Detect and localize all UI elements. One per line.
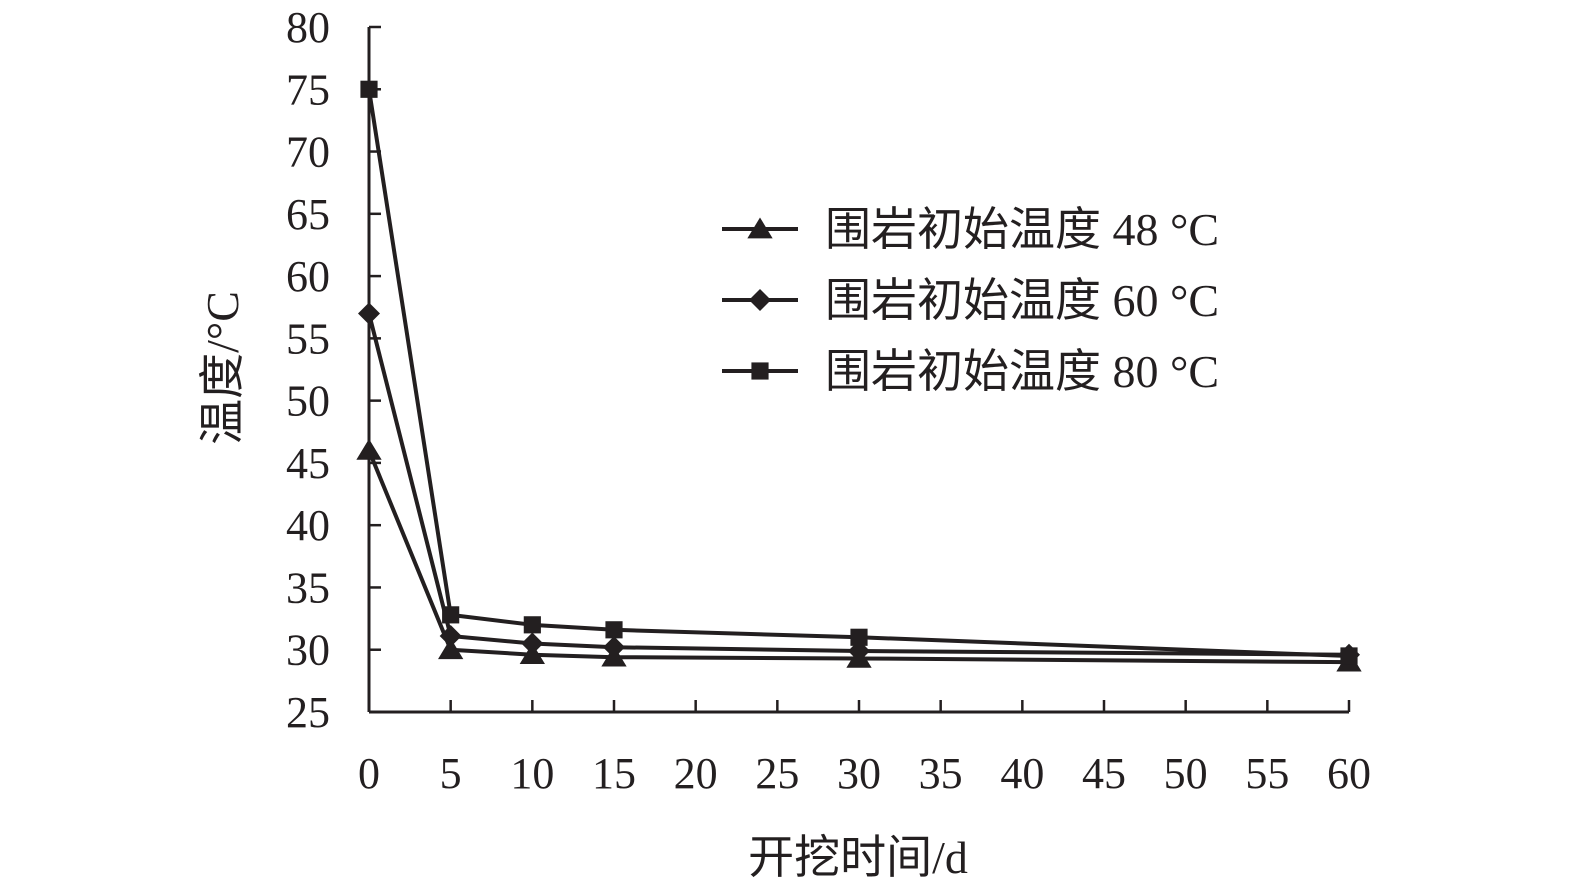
square-marker [442, 606, 460, 624]
x-tick-label: 0 [358, 749, 380, 798]
diamond-marker [358, 302, 380, 325]
y-tick-label: 40 [286, 501, 330, 550]
legend-item: 围岩初始温度 60 °C [722, 275, 1219, 326]
square-marker [850, 628, 868, 646]
triangle-marker [747, 217, 773, 239]
x-tick-label: 30 [837, 749, 881, 798]
x-tick-label: 5 [440, 749, 462, 798]
legend-item: 围岩初始温度 48 °C [722, 204, 1219, 255]
x-tick-label: 20 [674, 749, 718, 798]
square-marker [1340, 647, 1358, 665]
x-tick-label: 50 [1164, 749, 1208, 798]
y-tick-label: 25 [286, 688, 330, 737]
x-tick-label: 45 [1082, 749, 1126, 798]
square-marker [605, 621, 623, 639]
legend-label: 围岩初始温度 60 °C [825, 275, 1219, 326]
legend-item: 围岩初始温度 80 °C [722, 346, 1219, 397]
series-square [360, 80, 1358, 665]
triangle-marker [438, 638, 464, 660]
x-tick-label: 35 [919, 749, 963, 798]
legend: 围岩初始温度 48 °C 围岩初始温度 60 °C 围岩初始温度 80 °C [722, 204, 1219, 397]
x-tick-label: 40 [1000, 749, 1044, 798]
square-marker [751, 362, 769, 380]
diamond-marker [521, 632, 544, 655]
axes: 25 30 35 40 45 50 55 60 65 70 75 80 0 5 10 15 20 25 30 35 40… [286, 3, 1371, 798]
y-tick-label: 70 [286, 128, 330, 177]
y-tick-label: 75 [286, 65, 330, 114]
series-line [367, 449, 1350, 665]
y-tick-label: 80 [286, 3, 330, 52]
x-tick-label: 60 [1327, 749, 1371, 798]
x-axis-title: 开挖时间/d [748, 832, 968, 883]
y-tick-label: 65 [286, 190, 330, 239]
y-axis-title: 温度/°C [197, 291, 248, 445]
series-line [367, 312, 1350, 657]
y-tick-label: 50 [286, 377, 330, 426]
triangle-marker [356, 438, 382, 460]
y-tick-label: 45 [286, 439, 330, 488]
y-tick-label: 35 [286, 563, 330, 612]
diamond-marker [439, 625, 462, 648]
series-line [367, 88, 1350, 658]
square-marker [360, 80, 378, 98]
diamond-marker [749, 289, 771, 311]
x-tick-label: 10 [510, 749, 554, 798]
diamond-marker [603, 636, 625, 659]
x-tick-label: 15 [592, 749, 636, 798]
x-tick-label: 55 [1245, 749, 1289, 798]
legend-label: 围岩初始温度 48 °C [825, 204, 1219, 255]
y-tick-label: 55 [286, 314, 330, 363]
y-tick-label: 60 [286, 252, 330, 301]
x-tick-label: 25 [755, 749, 799, 798]
legend-label: 围岩初始温度 80 °C [825, 346, 1219, 397]
y-tick-label: 30 [286, 626, 330, 675]
square-marker [523, 616, 541, 634]
series-layer [356, 80, 1362, 672]
